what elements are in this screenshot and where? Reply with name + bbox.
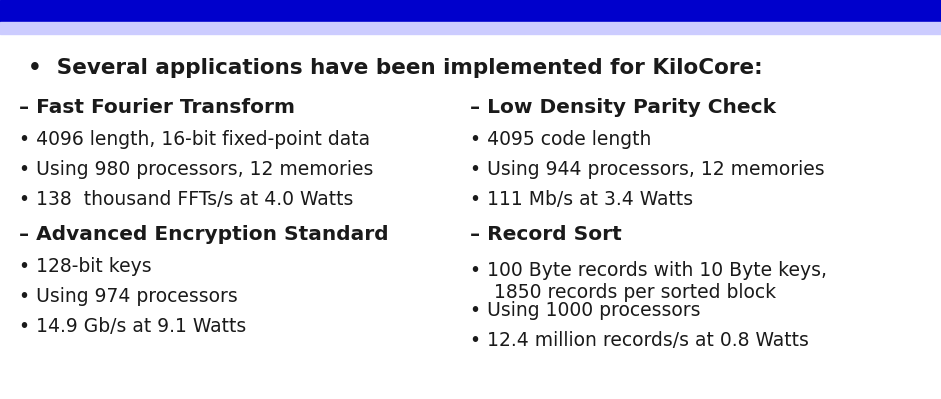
Bar bbox=[0, 22, 941, 34]
Text: – Advanced Encryption Standard: – Advanced Encryption Standard bbox=[19, 225, 389, 245]
Text: •  Several applications have been implemented for KiloCore:: • Several applications have been impleme… bbox=[28, 58, 763, 78]
Bar bbox=[0, 0, 941, 22]
Text: • 14.9 Gb/s at 9.1 Watts: • 14.9 Gb/s at 9.1 Watts bbox=[19, 317, 246, 336]
Text: – Fast Fourier Transform: – Fast Fourier Transform bbox=[19, 98, 295, 117]
Text: • 12.4 million records/s at 0.8 Watts: • 12.4 million records/s at 0.8 Watts bbox=[470, 331, 809, 350]
Text: • 138  thousand FFTs/s at 4.0 Watts: • 138 thousand FFTs/s at 4.0 Watts bbox=[19, 190, 353, 209]
Text: • Using 980 processors, 12 memories: • Using 980 processors, 12 memories bbox=[19, 160, 374, 179]
Text: • 4096 length, 16-bit fixed-point data: • 4096 length, 16-bit fixed-point data bbox=[19, 130, 370, 149]
Text: • 100 Byte records with 10 Byte keys,
    1850 records per sorted block: • 100 Byte records with 10 Byte keys, 18… bbox=[470, 261, 827, 302]
Text: • 4095 code length: • 4095 code length bbox=[470, 130, 652, 149]
Text: • 111 Mb/s at 3.4 Watts: • 111 Mb/s at 3.4 Watts bbox=[470, 190, 694, 209]
Text: • Using 944 processors, 12 memories: • Using 944 processors, 12 memories bbox=[470, 160, 825, 179]
Text: • Using 1000 processors: • Using 1000 processors bbox=[470, 301, 701, 320]
Text: • Using 974 processors: • Using 974 processors bbox=[19, 287, 237, 306]
Text: – Low Density Parity Check: – Low Density Parity Check bbox=[470, 98, 776, 117]
Text: • 128-bit keys: • 128-bit keys bbox=[19, 257, 152, 277]
Text: – Record Sort: – Record Sort bbox=[470, 225, 622, 245]
